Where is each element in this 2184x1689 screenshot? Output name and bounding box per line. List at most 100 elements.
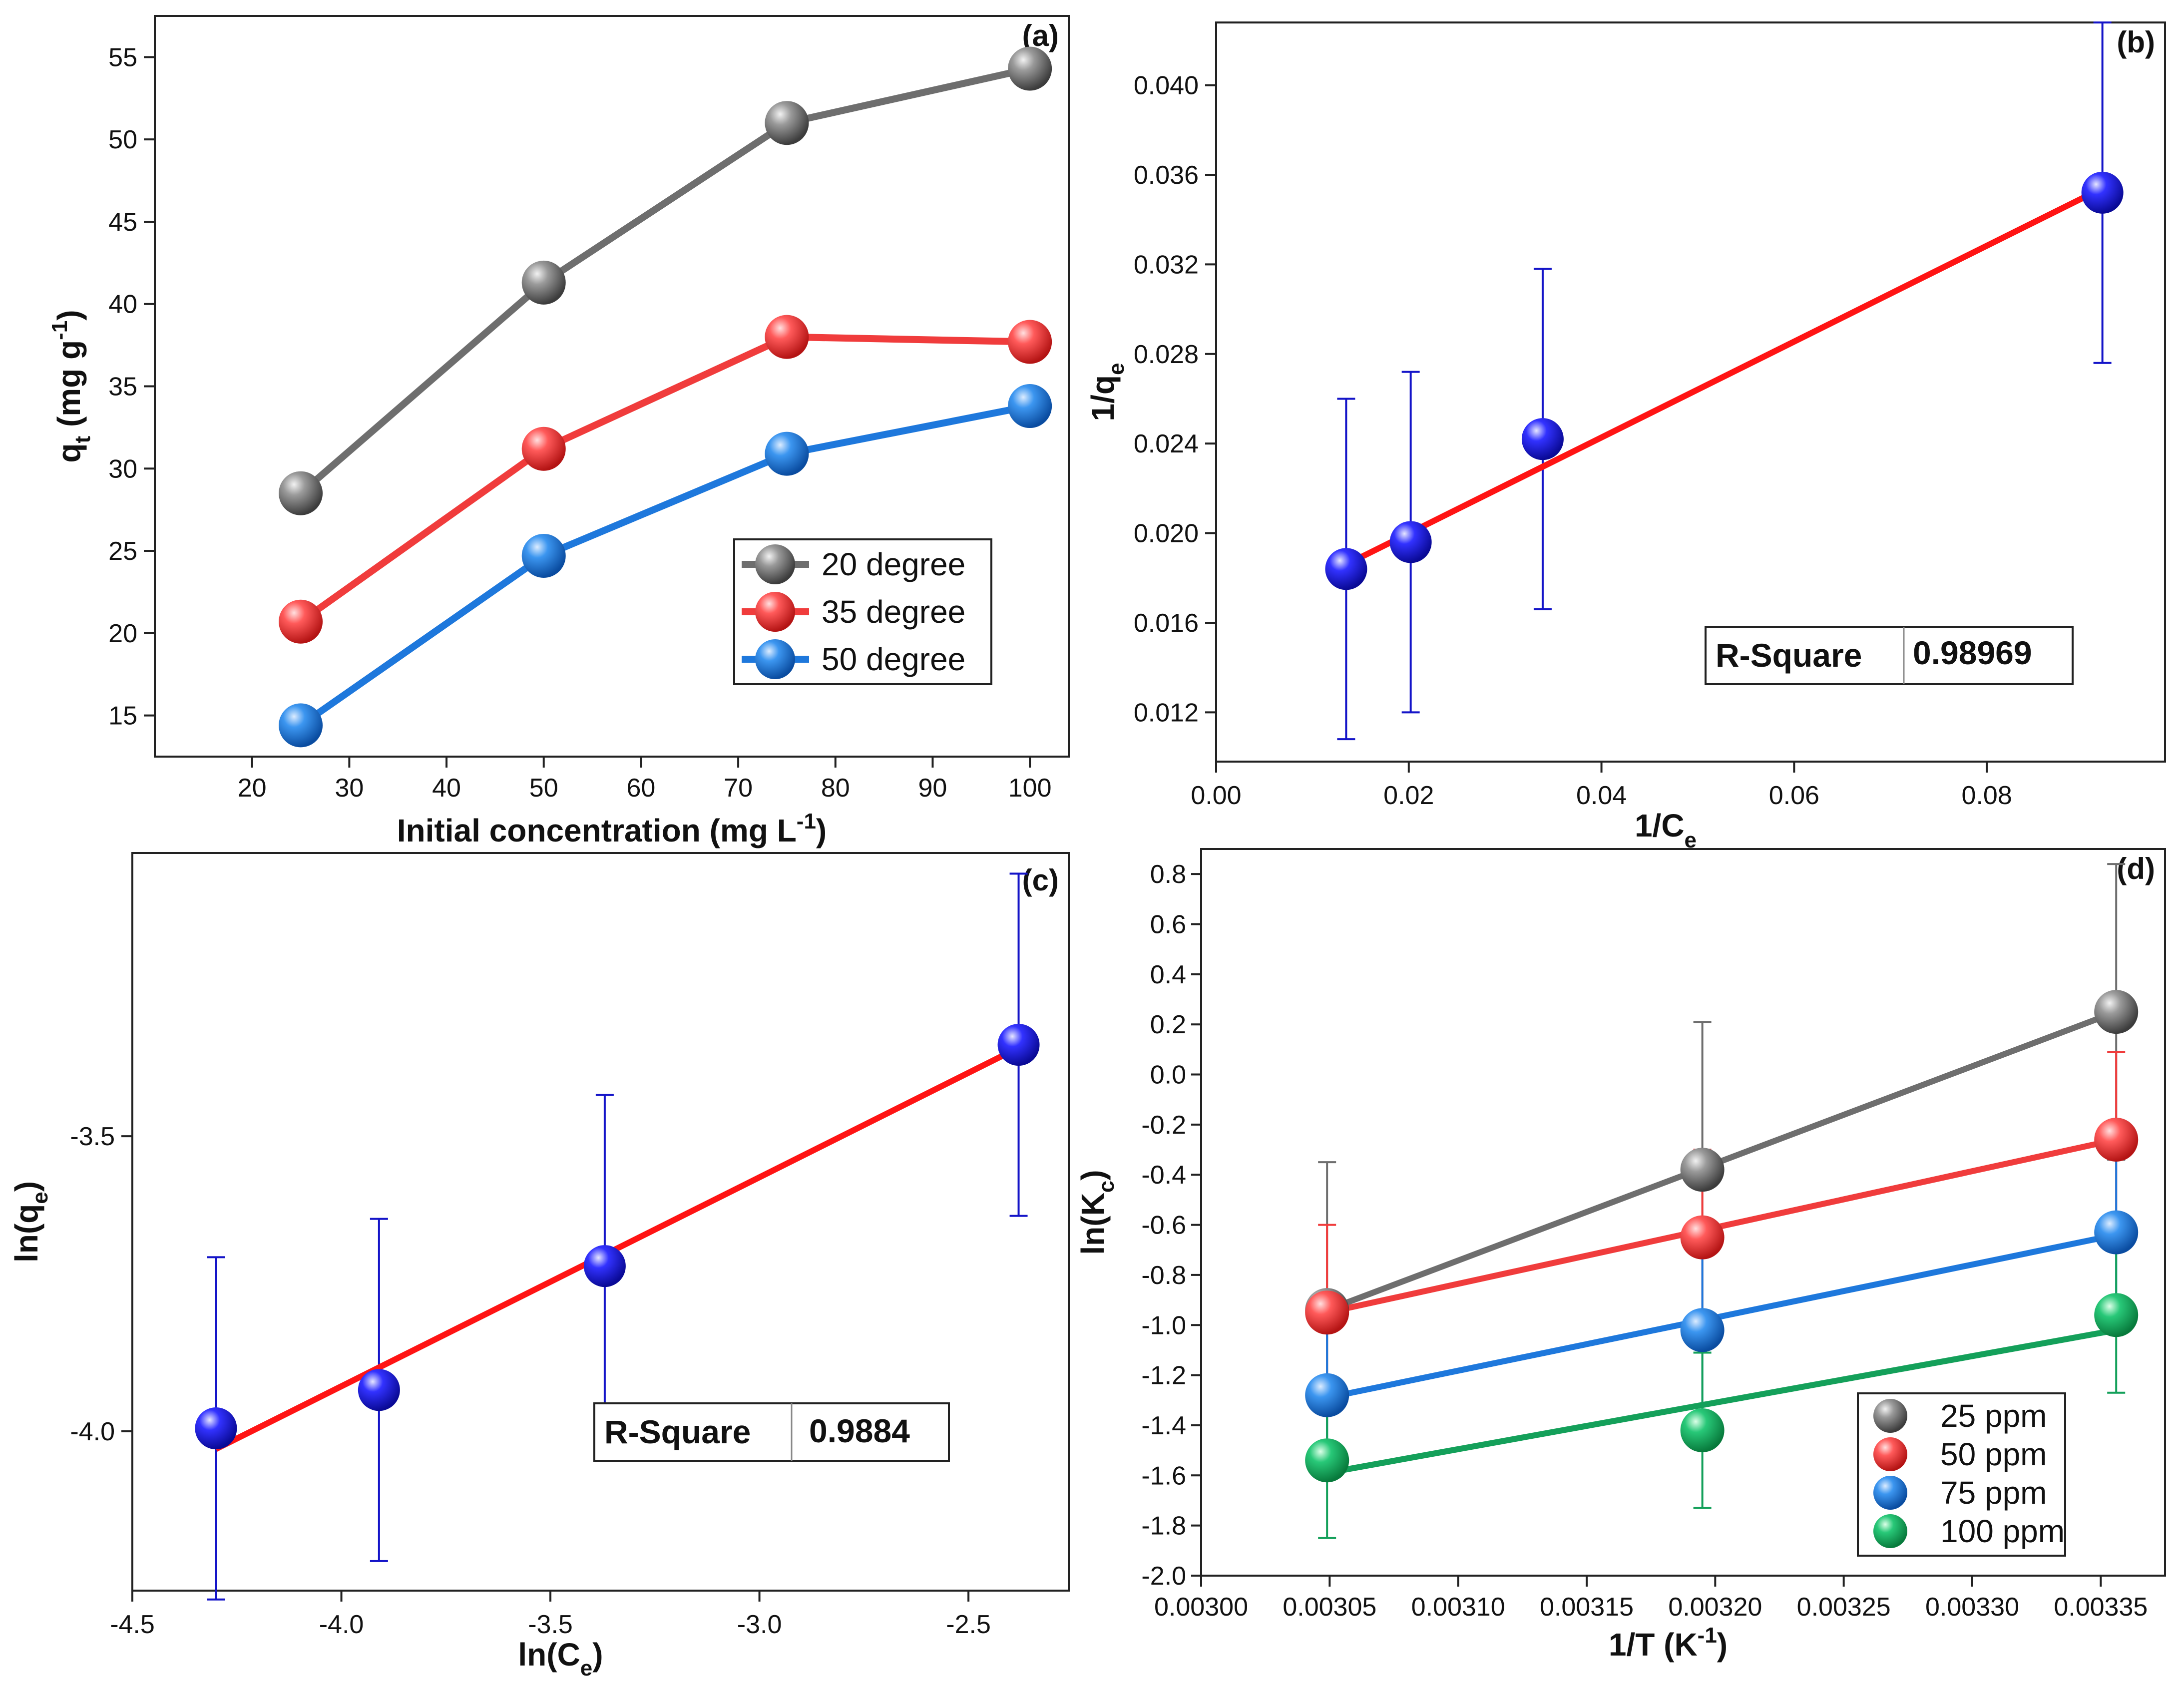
y-tick-label-b: 0.016: [1134, 609, 1199, 638]
series-line-a-0: [298, 65, 1031, 496]
fit-line-d-2: [1326, 1232, 2117, 1401]
panel-d-chart: 0.00300 0.00305 0.00310 0.00315 0.00320 0.003…: [1075, 848, 2166, 1663]
y-tick-label-b: 0.028: [1134, 340, 1199, 369]
data-point-a: [279, 599, 323, 644]
x-tick-label-a: 70: [724, 774, 753, 803]
x-axis-label-a-sup: -1: [797, 809, 816, 834]
data-point-a: [1008, 384, 1052, 428]
plot-frame-c: [131, 852, 1070, 1592]
r-square-label-b: R-Square: [1716, 637, 1862, 674]
y-tick-label-a: 45: [108, 208, 137, 237]
x-axis-label-c-text: ln(C: [518, 1637, 580, 1673]
y-axis-label-c-text: ln(q: [8, 1204, 44, 1263]
x-tick-label-a: 30: [335, 774, 364, 803]
x-axis-label-d-text: 1/T (K: [1609, 1627, 1698, 1663]
data-point-a: [765, 315, 809, 359]
y-axis-label-a-main: q: [51, 443, 87, 462]
x-tick-label-c: -4.0: [319, 1610, 364, 1639]
data-point-d-3: [1305, 1438, 1349, 1483]
y-tick-label-d: -1.6: [1141, 1461, 1186, 1490]
y-axis-label-b: 1/qe: [1085, 363, 1129, 422]
x-tick-label-d: 0.00335: [2054, 1593, 2148, 1622]
legend-swatch-marker-d: [1873, 1514, 1907, 1548]
data-point-a: [521, 260, 566, 305]
y-axis-label-c-close: ): [8, 1181, 44, 1192]
data-point-d-1: [1680, 1215, 1725, 1260]
fit-line-c: [214, 1045, 1020, 1452]
x-tick-label-c: -2.5: [946, 1610, 991, 1639]
y-tick-label-b: 0.012: [1134, 698, 1199, 727]
legend-swatch-marker-d: [1873, 1399, 1907, 1433]
legend-entry-d: 25 ppm: [1940, 1398, 2047, 1434]
data-point-d-2: [2094, 1210, 2139, 1255]
x-tick-label-c: -4.5: [110, 1610, 155, 1639]
x-tick-label-d: 0.00305: [1283, 1593, 1376, 1622]
legend-swatch-marker-d: [1873, 1437, 1907, 1471]
x-axis-label-a: Initial concentration (mg L-1): [397, 809, 827, 848]
y-tick-label-c: -3.5: [70, 1122, 115, 1151]
x-axis-label-d: 1/T (K-1): [1609, 1623, 1728, 1663]
fit-line-d-3: [1326, 1327, 2117, 1476]
y-axis-label-c: ln(qe): [8, 1181, 52, 1263]
data-point-a: [765, 431, 809, 476]
x-tick-label-b: 0.04: [1576, 781, 1627, 810]
x-tick-label-d: 0.00330: [1925, 1593, 2019, 1622]
data-point-d-1: [2094, 1118, 2139, 1162]
x-tick-label-a: 20: [238, 774, 267, 803]
legend-a: 20 degree 35 degree 50 degree: [733, 538, 992, 685]
panel-label-d: (d): [2117, 852, 2155, 885]
y-tick-label-a: 55: [108, 43, 137, 72]
data-point-d-1: [1305, 1290, 1349, 1335]
y-tick-label-d: 0.6: [1150, 910, 1186, 939]
y-axis-label-d: ln(Kc): [1075, 1170, 1119, 1255]
data-point-d-0: [2094, 990, 2139, 1034]
data-point-b: [1325, 548, 1367, 590]
y-tick-label-d: 0.0: [1150, 1061, 1186, 1090]
x-tick-label-c: -3.5: [528, 1610, 573, 1639]
x-axis-label-b: 1/Ce: [1635, 808, 1697, 852]
x-tick-label-c: -3.0: [737, 1610, 782, 1639]
x-tick-label-b: 0.06: [1769, 781, 1819, 810]
y-tick-label-b: 0.040: [1134, 71, 1199, 100]
y-tick-label-d: -0.4: [1141, 1161, 1186, 1190]
x-tick-label-b: 0.00: [1191, 781, 1241, 810]
legend-swatch-marker-d: [1873, 1476, 1907, 1510]
r-square-frame-c: [593, 1402, 950, 1462]
y-axis-label-a: qt (mg g-1): [47, 310, 95, 462]
legend-entry-a: 35 degree: [822, 594, 965, 630]
y-tick-label-d: -0.6: [1141, 1211, 1186, 1240]
y-axis-label-a-rest: (mg g: [51, 340, 87, 436]
y-axis-label-a-close: ): [51, 310, 87, 320]
x-axis-label-d-close: ): [1717, 1627, 1728, 1663]
data-point-d-2: [1680, 1308, 1725, 1352]
x-tick-label-a: 100: [1008, 774, 1052, 803]
data-point-a: [1008, 46, 1052, 91]
x-tick-label-b: 0.02: [1383, 781, 1434, 810]
y-axis-label-c-sub: e: [28, 1192, 52, 1204]
r-square-label-c: R-Square: [604, 1413, 751, 1450]
x-tick-label-b: 0.08: [1962, 781, 2012, 810]
panel-a-chart: 20 30 40 50 60 70 80 90 100 15 20 25 30 35 40 45 50 55 Ini…: [47, 15, 1070, 848]
legend-entry-a: 20 degree: [822, 546, 965, 582]
x-tick-label-a: 80: [821, 774, 850, 803]
panel-label-c: (c): [1022, 863, 1059, 897]
r-square-value-b: 0.98969: [1913, 634, 2032, 671]
legend-swatch-marker-a: [755, 592, 795, 632]
data-point-b: [1389, 521, 1432, 563]
r-square-frame-b: [1705, 626, 2074, 685]
panel-b-chart: 0.00 0.02 0.04 0.06 0.08 0.012 0.016 0.020 0.024…: [1085, 21, 2166, 852]
x-tick-label-d: 0.00310: [1411, 1593, 1505, 1622]
y-axis-label-a-sup: -1: [47, 321, 72, 340]
y-tick-label-a: 40: [108, 290, 137, 319]
r-square-box-c: R-Square 0.9884: [593, 1402, 950, 1462]
x-axis-label-c-close: ): [592, 1637, 603, 1673]
x-axis-label-a-close: ): [816, 813, 827, 848]
series-line-a-2: [299, 403, 1031, 729]
data-point-a: [279, 703, 323, 748]
legend-swatch-marker-a: [755, 544, 795, 584]
y-tick-label-a: 35: [108, 373, 137, 402]
data-point-b: [1521, 418, 1564, 460]
data-point-d-3: [1680, 1408, 1725, 1452]
y-tick-label-a: 30: [108, 454, 137, 483]
